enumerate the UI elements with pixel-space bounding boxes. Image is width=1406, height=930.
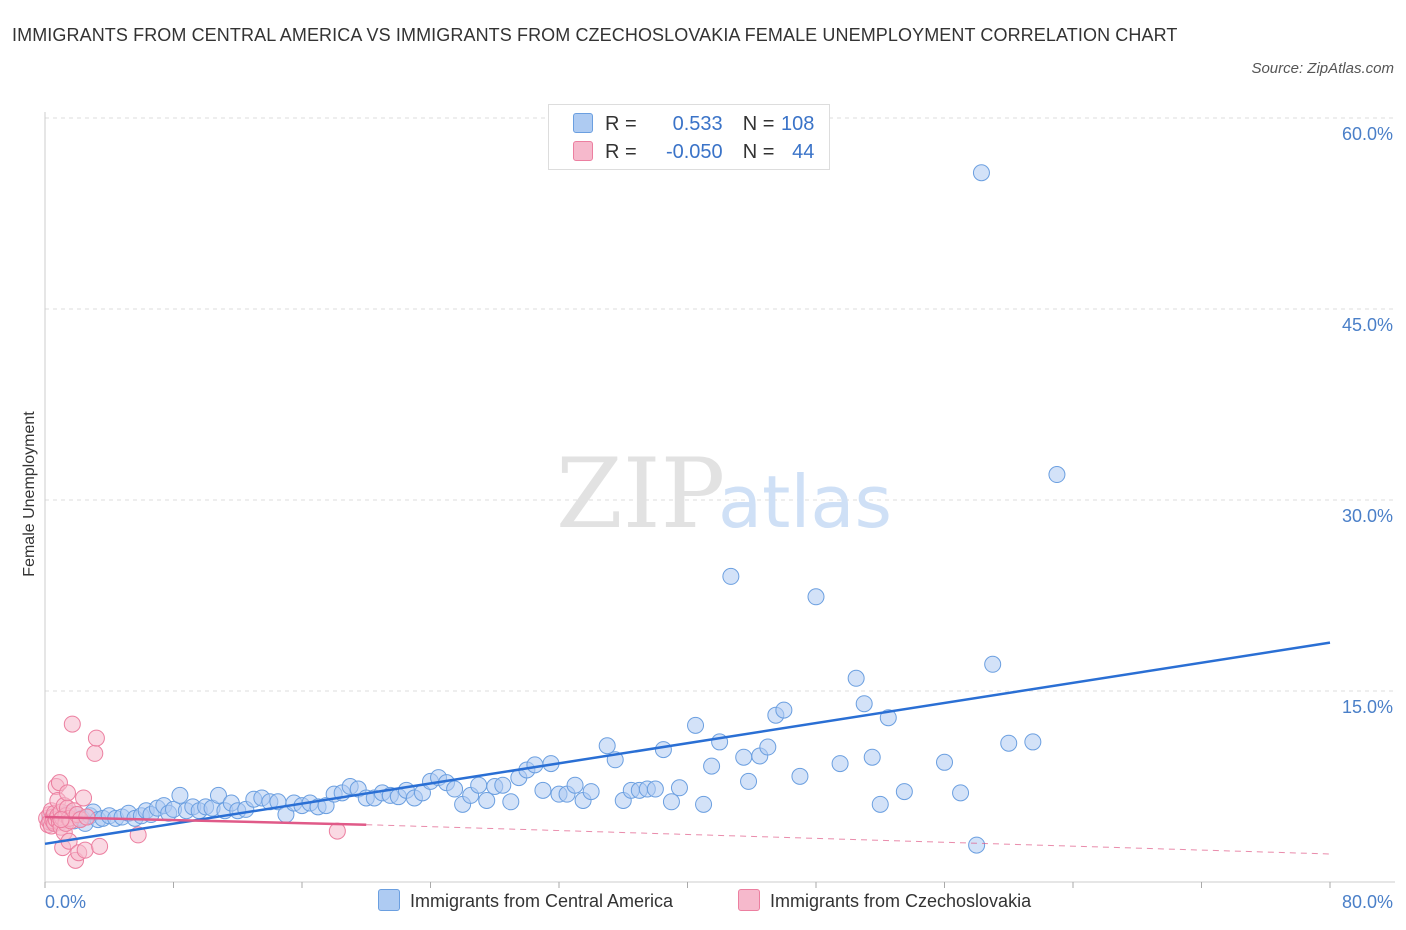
legend-swatch-pink (573, 141, 593, 161)
point-central-america (470, 776, 488, 794)
point-central-america (494, 776, 512, 794)
point-central-america (1000, 734, 1018, 752)
source-label: Source: ZipAtlas.com (1251, 60, 1394, 77)
legend-swatch-blue (573, 113, 593, 133)
point-central-america (695, 795, 713, 813)
y-axis-label: Female Unemployment (21, 411, 38, 577)
point-central-america (722, 567, 740, 585)
point-central-america (654, 741, 672, 759)
series-legend-czechoslovakia: Immigrants from Czechoslovakia (738, 889, 1031, 912)
point-central-america (895, 783, 913, 801)
legend-n-label: N = (742, 141, 775, 163)
legend-r-value: 0.533 (672, 113, 723, 135)
trend-lines (44, 641, 1331, 855)
legend-n-value: 44 (792, 141, 815, 163)
trend-line-dashed (366, 824, 1331, 855)
series-swatch-pink (738, 889, 760, 911)
chart-title: IMMIGRANTS FROM CENTRAL AMERICA VS IMMIG… (12, 25, 1178, 45)
point-central-america (968, 836, 986, 854)
point-central-america (936, 753, 953, 771)
legend-n-value: 108 (781, 113, 815, 135)
correlation-legend: R = 0.533 N = 108 R = -0.050 N = 44 (548, 104, 830, 170)
point-central-america (847, 669, 865, 687)
legend-row-czechoslovakia: R = -0.050 N = 44 (573, 141, 814, 167)
point-central-america (871, 795, 889, 813)
point-czechoslovakia (328, 822, 346, 840)
point-central-america (831, 755, 849, 773)
point-czechoslovakia (86, 744, 104, 762)
point-czechoslovakia (75, 789, 93, 807)
y-tick-label: 30.0% (1342, 506, 1393, 526)
point-central-america (775, 701, 793, 719)
point-czechoslovakia (91, 837, 109, 855)
point-central-america (582, 783, 600, 801)
axes (44, 112, 1395, 888)
data-points (38, 164, 1066, 869)
series-name: Immigrants from Central America (410, 891, 674, 911)
legend-r-value: -0.050 (665, 141, 723, 163)
point-central-america (171, 786, 189, 804)
point-central-america (984, 655, 1002, 673)
point-czechoslovakia (58, 784, 76, 802)
point-central-america (735, 748, 753, 766)
grid-lines (45, 117, 1395, 692)
trend-line-central-america (44, 641, 1331, 846)
point-central-america (1024, 733, 1042, 751)
series-name: Immigrants from Czechoslovakia (770, 891, 1032, 911)
point-czechoslovakia (87, 729, 105, 747)
point-central-america (209, 786, 227, 804)
x-tick-label: 0.0% (45, 892, 86, 912)
point-czechoslovakia (76, 841, 94, 859)
point-central-america (502, 793, 520, 811)
point-czechoslovakia (52, 811, 70, 829)
watermark-atlas: atlas (718, 460, 892, 544)
point-central-america (526, 756, 544, 774)
legend-r-label: R = (605, 141, 637, 163)
point-czechoslovakia (63, 715, 81, 733)
point-central-america (687, 716, 705, 734)
point-central-america (646, 780, 664, 798)
point-central-america (952, 784, 970, 802)
point-central-america (478, 792, 496, 810)
point-central-america (740, 772, 758, 790)
point-central-america (662, 793, 680, 811)
point-central-america (879, 709, 897, 727)
point-central-america (566, 776, 584, 794)
watermark-zip: ZIP (556, 438, 725, 550)
series-legend-central-america: Immigrants from Central America (378, 889, 673, 912)
point-central-america (863, 748, 881, 766)
point-central-america (670, 779, 688, 797)
y-tick-label: 60.0% (1342, 124, 1393, 144)
point-central-america (598, 737, 616, 755)
point-central-america (972, 164, 990, 182)
point-central-america (855, 695, 873, 713)
point-central-america (807, 588, 825, 606)
legend-row-central-america: R = 0.533 N = 108 (573, 113, 814, 139)
trend-line-czechoslovakia (44, 815, 367, 826)
point-central-america (1048, 466, 1066, 484)
series-swatch-blue (378, 889, 400, 911)
legend-r-label: R = (605, 113, 637, 135)
legend-n-label: N = (742, 113, 775, 135)
watermark: ZIP atlas (556, 438, 892, 550)
y-tick-label: 15.0% (1342, 697, 1393, 717)
tick-labels: 15.0% 30.0% 45.0% 60.0% 0.0% 80.0% (45, 124, 1393, 912)
point-central-america (759, 738, 777, 756)
point-central-america (446, 780, 464, 798)
x-tick-label: 80.0% (1342, 892, 1393, 912)
y-tick-label: 45.0% (1342, 315, 1393, 335)
point-central-america (534, 781, 552, 799)
point-central-america (703, 757, 721, 775)
point-central-america (791, 767, 809, 785)
